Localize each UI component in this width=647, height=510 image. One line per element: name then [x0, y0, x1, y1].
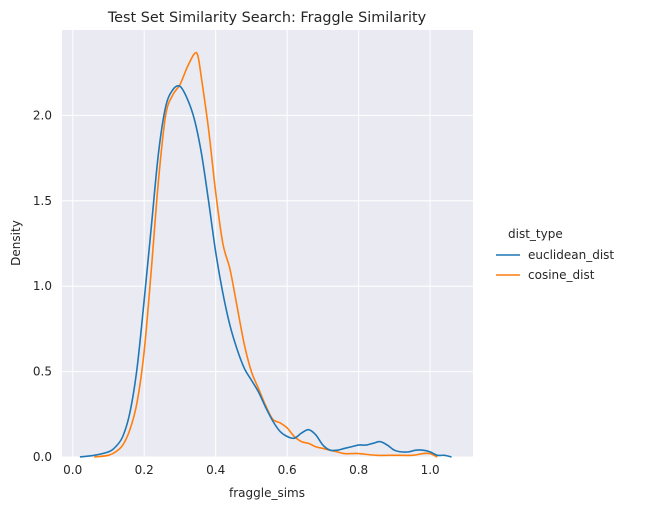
y-tick-label: 1.5	[33, 194, 52, 208]
legend-items: euclidean_dist cosine_dist	[496, 248, 614, 282]
series-line-cosine_dist	[94, 51, 438, 458]
y-tick-label: 1.0	[33, 279, 52, 293]
legend-title: dist_type	[508, 227, 563, 241]
x-tick-label: 0.8	[349, 463, 368, 477]
y-tick-label: 2.0	[33, 108, 52, 122]
y-axis-ticks: 0.0 0.5 1.0 1.5 2.0	[33, 108, 52, 464]
x-tick-label: 0.6	[278, 463, 297, 477]
series-layer	[79, 51, 452, 458]
legend-label: cosine_dist	[528, 268, 595, 282]
chart-title: Test Set Similarity Search: Fraggle Simi…	[107, 10, 427, 26]
legend: dist_type euclidean_dist cosine_dist	[496, 227, 614, 282]
legend-label: euclidean_dist	[528, 248, 614, 262]
y-tick-label: 0.5	[33, 365, 52, 379]
x-tick-label: 0.4	[206, 463, 225, 477]
x-tick-label: 0.2	[135, 463, 154, 477]
x-axis-ticks: 0.0 0.2 0.4 0.6 0.8 1.0	[63, 463, 439, 477]
series-line-euclidean_dist	[79, 85, 452, 458]
grid	[62, 30, 473, 458]
y-axis-label: Density	[9, 220, 23, 266]
plot-area	[62, 30, 473, 458]
plot-background	[62, 30, 473, 457]
x-tick-label: 1.0	[421, 463, 440, 477]
x-axis-label: fraggle_sims	[229, 486, 305, 500]
y-tick-label: 0.0	[33, 450, 52, 464]
x-tick-label: 0.0	[63, 463, 82, 477]
